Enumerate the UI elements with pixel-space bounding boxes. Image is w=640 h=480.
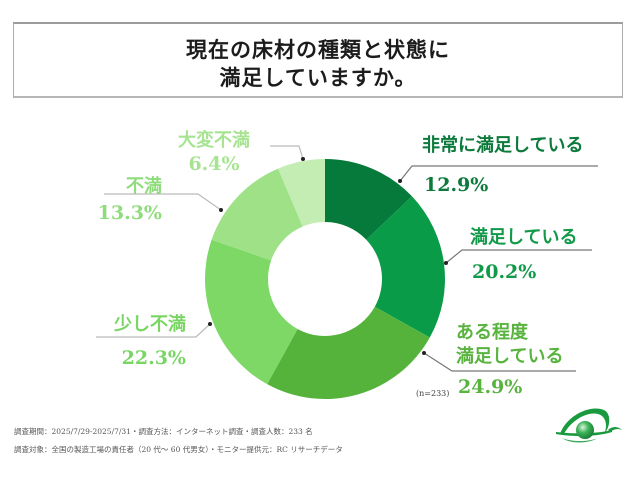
sample-size-label: (n=233) bbox=[416, 389, 449, 398]
slice-label-6: 大変不満 bbox=[178, 129, 250, 151]
title-box: 現在の床材の種類と状態に 満足していますか。 bbox=[13, 22, 623, 98]
donut-slice-1 bbox=[325, 159, 412, 240]
leader-dot-5 bbox=[219, 208, 223, 212]
chart-title-line-2: 満足していますか。 bbox=[219, 65, 417, 90]
leader-line-6 bbox=[270, 145, 304, 160]
slice-label-1: 非常に満足している bbox=[422, 134, 583, 156]
rc-research-logo-icon bbox=[552, 400, 632, 459]
leader-line-5 bbox=[104, 193, 222, 211]
slice-value-3: 24.9% bbox=[458, 376, 522, 398]
slice-value-6: 6.4% bbox=[188, 153, 239, 175]
donut-slice-3 bbox=[267, 306, 430, 400]
donut-slices bbox=[205, 159, 445, 400]
slice-value-1: 12.9% bbox=[424, 174, 488, 196]
leader-line-4 bbox=[96, 323, 211, 338]
leader-lines bbox=[96, 145, 598, 372]
leader-dot-3 bbox=[422, 351, 426, 355]
donut-slice-2 bbox=[366, 196, 445, 338]
slice-label-3-line-1: ある程度 bbox=[456, 321, 529, 343]
leader-dot-2 bbox=[444, 261, 448, 265]
slice-label-5: 不満 bbox=[126, 175, 162, 197]
slice-label-2: 満足している bbox=[470, 226, 577, 248]
leader-dot-6 bbox=[301, 157, 305, 161]
donut-slice-6 bbox=[278, 159, 325, 227]
leader-line-3 bbox=[423, 352, 576, 372]
slice-value-4: 22.3% bbox=[122, 347, 186, 369]
slice-labels: 非常に満足している12.9%満足している20.2%ある程度満足している24.9%… bbox=[98, 129, 584, 398]
chart-title-line-1: 現在の床材の種類と状態に bbox=[186, 37, 450, 62]
slice-label-4: 少し不満 bbox=[113, 313, 186, 335]
leader-dot-4 bbox=[208, 322, 212, 326]
slice-value-5: 13.3% bbox=[98, 202, 162, 224]
leader-line-2 bbox=[445, 249, 592, 264]
survey-info-line-1: 調査期間：2025/7/29-2025/7/31・調査方法：インターネット調査・… bbox=[14, 427, 313, 436]
leader-line-1 bbox=[399, 165, 598, 182]
slice-value-2: 20.2% bbox=[472, 261, 536, 283]
leader-dot-1 bbox=[398, 179, 402, 183]
survey-info-line-2: 調査対象：全国の製造工場の責任者（20 代～ 60 代男女）・モニター提供元：R… bbox=[14, 445, 343, 454]
donut-slice-5 bbox=[211, 168, 303, 261]
donut-slice-4 bbox=[205, 239, 298, 385]
slice-label-3-line-2: 満足している bbox=[456, 345, 563, 367]
